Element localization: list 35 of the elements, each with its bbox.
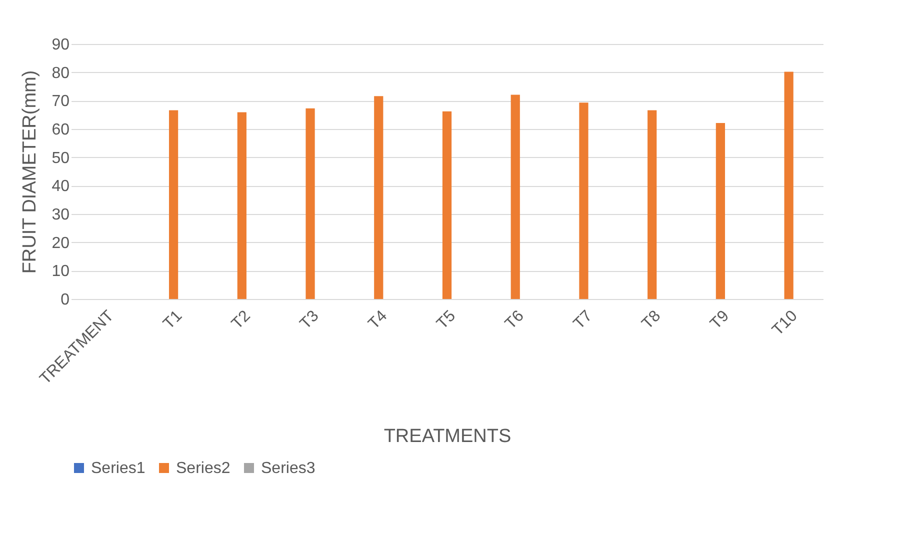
bar xyxy=(579,102,588,299)
x-tick-label: T6 xyxy=(502,307,528,333)
y-tick-label: 40 xyxy=(52,178,70,196)
x-tick-label: T8 xyxy=(638,307,664,333)
y-tick-label: 50 xyxy=(52,150,70,167)
y-tick-label: 10 xyxy=(52,263,70,280)
bar xyxy=(374,96,384,299)
y-tick-label: 60 xyxy=(52,122,70,138)
bar xyxy=(168,110,178,299)
y-tick-label: 70 xyxy=(52,93,70,110)
y-axis-title: FRUIT DIAMETER(mm) xyxy=(20,70,41,274)
x-tick-label: T4 xyxy=(365,307,391,333)
bar xyxy=(442,111,452,299)
x-tick-label: T1 xyxy=(160,307,186,333)
x-axis-title: TREATMENTS xyxy=(384,426,512,448)
legend-label: Series2 xyxy=(176,460,230,477)
bar xyxy=(784,72,794,299)
bar xyxy=(716,123,726,299)
x-tick-label: T2 xyxy=(228,307,254,333)
x-tick-label: T3 xyxy=(297,307,322,333)
x-tick-label: T10 xyxy=(769,307,801,340)
bar xyxy=(306,108,315,299)
x-tick-label: T9 xyxy=(707,307,733,333)
legend-label: Series3 xyxy=(261,460,316,477)
bar xyxy=(510,94,520,299)
y-tick-label: 20 xyxy=(52,234,70,252)
x-tick-label: T5 xyxy=(434,307,460,333)
legend-label: Series1 xyxy=(91,460,146,477)
y-tick-label: 90 xyxy=(52,36,70,54)
x-tick-label: T7 xyxy=(570,307,596,333)
y-tick-label: 80 xyxy=(52,64,70,82)
y-tick-label: 30 xyxy=(52,206,70,224)
bar xyxy=(237,112,246,299)
bar xyxy=(648,110,657,299)
y-tick-label: 0 xyxy=(60,292,70,308)
